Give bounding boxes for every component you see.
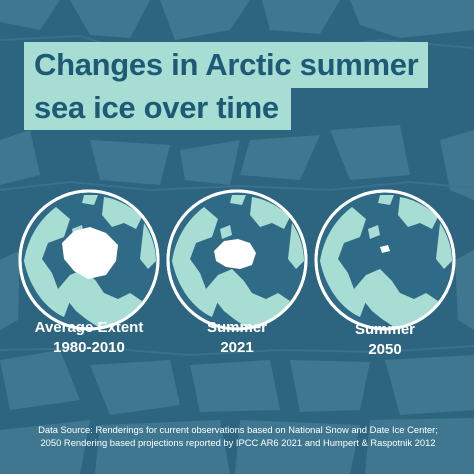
label-line-1: Average Extent: [34, 319, 144, 336]
globe-average-extent: [18, 189, 160, 331]
globe-landmass: [24, 195, 156, 327]
sea-ice-extent: [380, 245, 390, 253]
label-line-1: Summer: [354, 321, 416, 338]
title-line-2: sea ice over time: [24, 86, 291, 130]
source-line-1: Data Source: Renderings for current obse…: [38, 424, 438, 435]
title-line-1: Changes in Arctic summer: [24, 42, 429, 88]
globe-label-summer-2050: Summer 2050: [310, 320, 460, 360]
data-source-note: Data Source: Renderings for current obse…: [8, 423, 468, 449]
globe-landmass: [172, 195, 304, 327]
globe-outline: [18, 189, 160, 331]
label-line-2: 2021: [220, 339, 254, 356]
globe-outline: [314, 189, 456, 331]
globe-summer-2021: [166, 189, 308, 331]
globe-outline: [166, 189, 308, 331]
label-line-2: 1980-2010: [53, 339, 125, 356]
label-line-2: 2050: [368, 341, 402, 358]
globe-label-summer-2021: Summer 2021: [162, 318, 312, 358]
globe-landmass: [320, 195, 452, 327]
sea-ice-extent: [62, 227, 118, 279]
globe-label-average-extent: Average Extent 1980-2010: [14, 318, 164, 358]
source-line-2: 2050 Rendering based projections reporte…: [40, 437, 436, 448]
label-line-1: Summer: [206, 319, 268, 336]
globe-summer-2050: [314, 189, 456, 331]
sea-ice-extent: [214, 239, 256, 269]
